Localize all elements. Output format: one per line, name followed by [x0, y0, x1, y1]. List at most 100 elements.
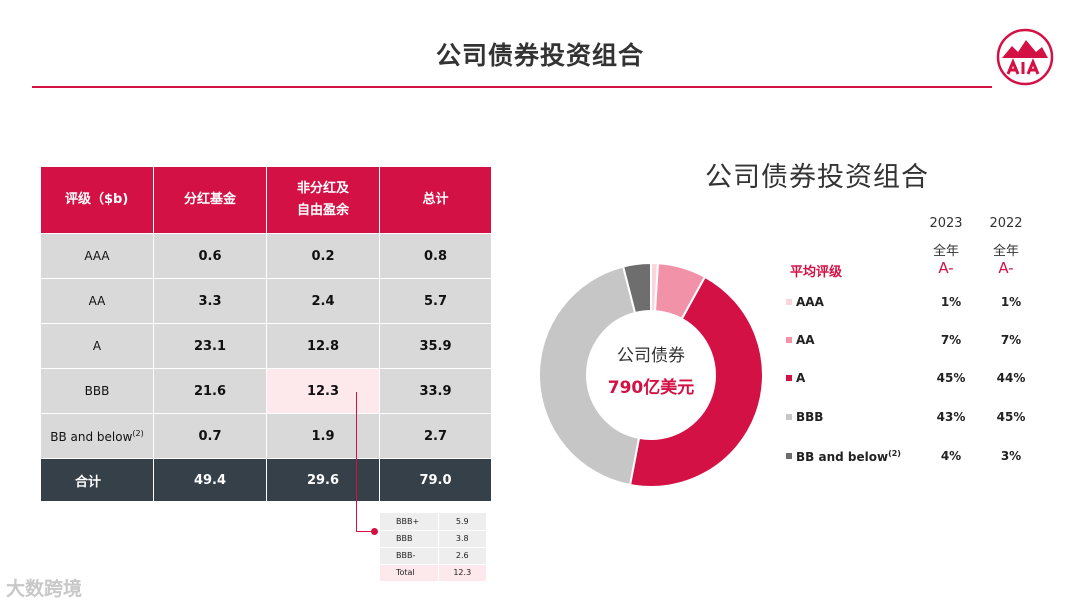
donut-center-label: 公司债券 [617, 346, 685, 366]
callout-line-horizontal [356, 531, 373, 532]
aia-logo [996, 28, 1054, 86]
row-total: 0.8 [379, 233, 492, 279]
row-rating-text: AAA [84, 249, 110, 263]
breakdown-value: 12.3 [437, 564, 486, 582]
breakdown-label: BBB- [380, 547, 438, 565]
row-participating-text: 3.3 [198, 293, 222, 309]
table-total-row: 合计 49.4 29.6 79.0 [40, 458, 492, 502]
legend-value-2022: 1% [1000, 295, 1022, 309]
breakdown-row: Total 12.3 [380, 564, 486, 582]
breakdown-label: BBB+ [380, 513, 438, 531]
donut-slice-bbb [538, 265, 641, 487]
legend-label-text: AA [796, 333, 815, 347]
legend-value-2023: 45% [936, 371, 966, 385]
chart-title: 公司债券投资组合 [705, 162, 929, 193]
breakdown-label: Total [380, 564, 438, 582]
header-non-participating: 非分红及 自由盈余 [266, 166, 380, 234]
legend-value-2022: 44% [996, 371, 1026, 385]
row-participating: 23.1 [153, 323, 267, 369]
row-non-participating-text: 12.8 [306, 338, 340, 354]
avg-rating-2023: A- [938, 259, 954, 277]
donut-chart [538, 262, 764, 488]
legend-value-2023: 43% [936, 410, 966, 424]
page-title: 公司债券投资组合 [435, 41, 644, 70]
table-row: BBB 21.6 12.3 33.9 [40, 368, 492, 414]
title-divider [32, 86, 992, 88]
table-row: BB and below(2) 0.7 1.9 2.7 [40, 413, 492, 459]
row-rating: A [40, 323, 154, 369]
watermark: 大数跨境 [6, 578, 83, 600]
row-non-participating: 2.4 [266, 278, 380, 324]
row-total: 5.7 [379, 278, 492, 324]
legend-label-text: AAA [796, 295, 824, 309]
legend-swatch [786, 337, 792, 343]
year-2023: 2023 [929, 216, 963, 231]
callout-line-vertical [356, 392, 357, 532]
row-rating-text: AA [88, 294, 106, 308]
legend-label: AA [796, 333, 815, 347]
row-total-text: 2.7 [423, 428, 448, 444]
breakdown-value: 5.9 [437, 513, 486, 531]
legend-row: A 45% 44% [786, 369, 1046, 389]
legend-value-2022: 45% [996, 410, 1026, 424]
legend-swatch [786, 453, 792, 459]
callout-dot [371, 528, 378, 535]
row-non-participating: 12.8 [266, 323, 380, 369]
header-total: 总计 [379, 166, 492, 234]
breakdown-value: 2.6 [437, 547, 486, 565]
row-participating: 0.7 [153, 413, 267, 459]
avg-rating-label: 平均评级 [790, 265, 843, 280]
row-participating-text: 23.1 [193, 338, 227, 354]
row-participating-text: 0.6 [198, 248, 222, 264]
row-participating: 0.6 [153, 233, 267, 279]
row-participating-text: 21.6 [193, 383, 227, 399]
row-rating-text: BB and below [50, 429, 133, 444]
row-non-participating-text: 0.2 [311, 248, 335, 264]
row-non-participating-text: 1.9 [311, 428, 335, 444]
table-row: A 23.1 12.8 35.9 [40, 323, 492, 369]
row-non-participating: 12.3 [266, 368, 380, 414]
row-non-participating-text: 12.3 [306, 383, 340, 399]
row-participating: 3.3 [153, 278, 267, 324]
legend-label: BBB [796, 410, 823, 424]
legend-label: AAA [796, 295, 824, 309]
period-2023: 全年 [932, 244, 959, 259]
legend-swatch [786, 414, 792, 420]
row-total: 33.9 [379, 368, 492, 414]
total-overall: 79.0 [379, 458, 492, 502]
bbb-breakdown-table: BBB+ 5.9 BBB 3.8 BBB- 2.6 Total 12.3 [380, 513, 486, 582]
row-total-text: 5.7 [423, 293, 448, 309]
table-row: AAA 0.6 0.2 0.8 [40, 233, 492, 279]
donut-center-value: 790亿美元 [607, 378, 695, 398]
row-rating: AAA [40, 233, 154, 279]
total-non-participating: 29.6 [266, 458, 380, 502]
row-rating: BBB [40, 368, 154, 414]
legend-value-2023: 1% [940, 295, 962, 309]
legend-swatch [786, 375, 792, 381]
legend-row: AAA 1% 1% [786, 293, 1046, 313]
row-non-participating: 0.2 [266, 233, 380, 279]
total-participating: 49.4 [153, 458, 267, 502]
row-rating: BB and below(2) [40, 413, 154, 459]
legend-label-text: BB and below [796, 450, 889, 464]
breakdown-row: BBB+ 5.9 [380, 513, 486, 531]
row-participating: 21.6 [153, 368, 267, 414]
header-participating-fund: 分红基金 [153, 166, 267, 234]
row-total: 2.7 [379, 413, 492, 459]
footnote-marker: (2) [888, 449, 901, 458]
legend-row: BBB 43% 45% [786, 408, 1046, 428]
legend-label: A [796, 371, 805, 385]
rating-table: 评级（$b) 分红基金 非分红及 自由盈余 总计 AAA 0.6 0.2 0.8 AA 3… [40, 166, 492, 502]
row-rating: AA [40, 278, 154, 324]
breakdown-label: BBB [380, 530, 438, 548]
row-rating-text: BBB [84, 384, 110, 398]
table-header-row: 评级（$b) 分红基金 非分红及 自由盈余 总计 [40, 166, 492, 234]
legend-value-2023: 4% [940, 449, 962, 463]
breakdown-row: BBB- 2.6 [380, 547, 486, 565]
table-row: AA 3.3 2.4 5.7 [40, 278, 492, 324]
donut-slice-a [628, 275, 764, 488]
period-2022: 全年 [992, 244, 1019, 259]
legend-label: BB and below(2) [796, 449, 901, 464]
row-non-participating: 1.9 [266, 413, 380, 459]
row-rating-text: A [92, 339, 102, 353]
